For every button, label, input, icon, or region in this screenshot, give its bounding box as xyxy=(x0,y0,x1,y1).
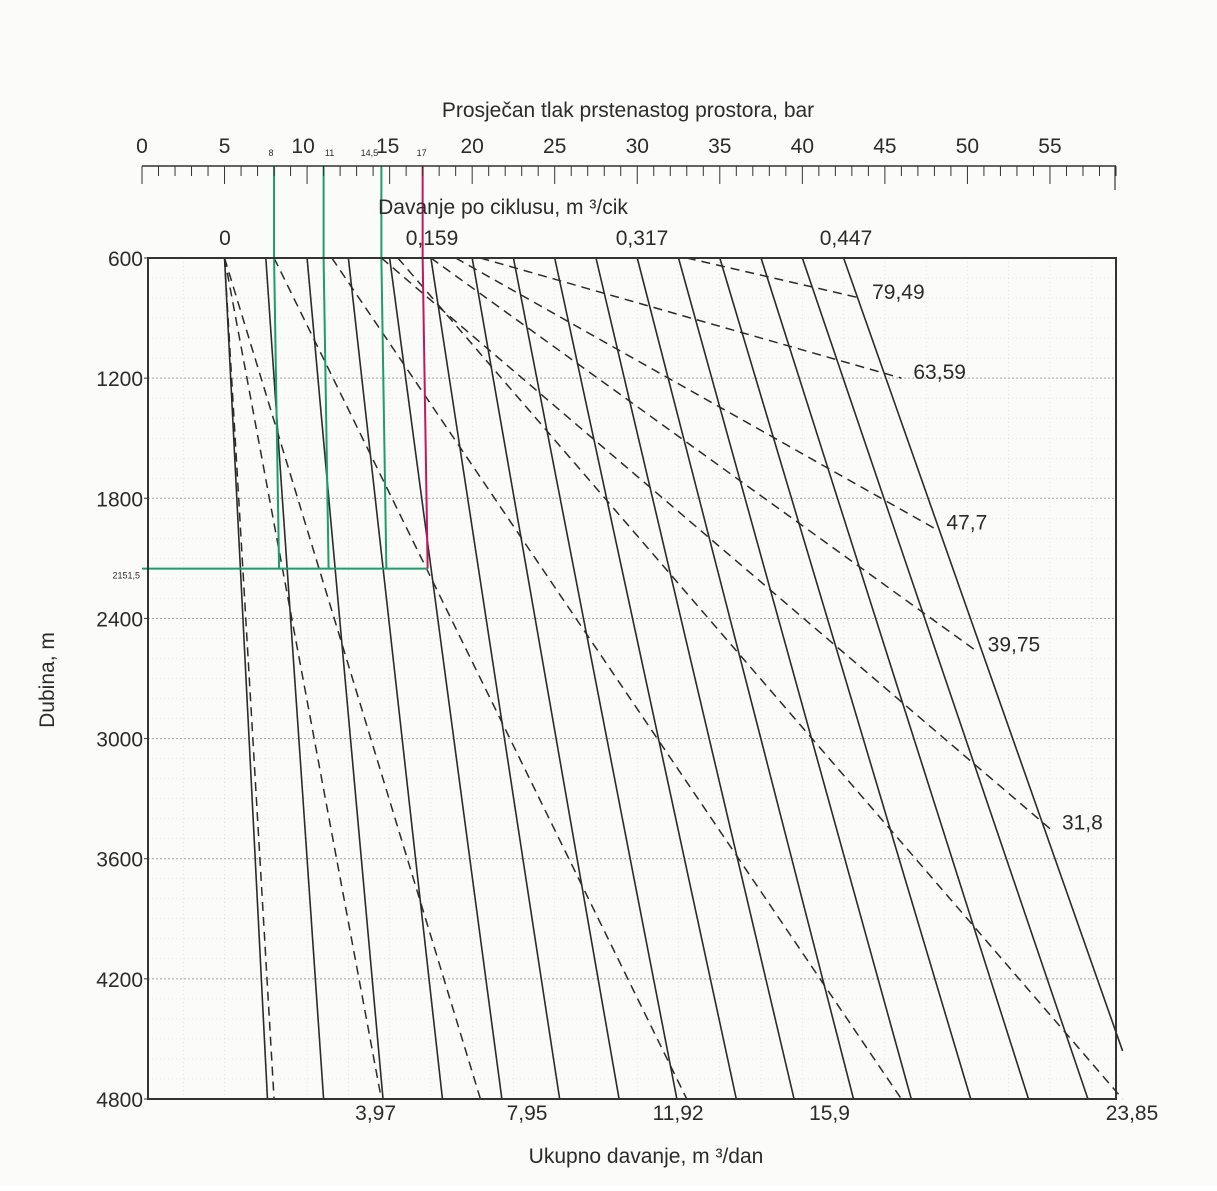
y-axis-marked-label: 2151,5 xyxy=(112,571,140,581)
dashed-curve-label: 47,7 xyxy=(946,511,987,534)
dashed-curve xyxy=(380,257,1051,830)
solid-curve xyxy=(553,257,738,1100)
solid-curve xyxy=(512,257,678,1100)
dashed-curve xyxy=(430,257,977,652)
reference-line-vertical xyxy=(380,257,388,569)
y-axis-tick-label: 2400 xyxy=(96,608,143,631)
y-axis-label: Dubina, m xyxy=(36,632,59,728)
y-axis-tick-label: 600 xyxy=(108,248,143,271)
y-axis-tick-label: 1200 xyxy=(96,368,143,391)
dashed-curve-label: 31,8 xyxy=(1062,812,1103,835)
y-axis-tick-label: 1800 xyxy=(96,488,143,511)
y-axis-tick-label: 3600 xyxy=(96,849,143,872)
top-axis-tick-label: 0 xyxy=(136,135,148,158)
solid-curve xyxy=(719,257,972,1100)
solid-curve xyxy=(430,257,561,1100)
top-axis-marked-label: 11 xyxy=(325,148,334,158)
top-axis-marked-label: 17 xyxy=(417,148,427,158)
dashed-curve xyxy=(331,257,903,1100)
bottom-axis-tick-label: 23,85 xyxy=(1106,1102,1159,1125)
top-axis-tick-label: 15 xyxy=(376,135,399,158)
top-axis-label: Prosječan tlak prstenastog prostora, bar xyxy=(442,99,814,122)
axis-layer xyxy=(141,165,1117,1100)
solid-curve xyxy=(801,257,1089,1100)
text-layer: Prosječan tlak prstenastog prostora, bar… xyxy=(36,99,1158,1168)
cycle-axis-tick-label: 0 xyxy=(219,227,231,250)
bottom-axis-tick-label: 3,97 xyxy=(355,1102,396,1125)
y-axis-tick-label: 4200 xyxy=(96,969,143,992)
top-axis-tick-label: 25 xyxy=(543,135,566,158)
solid-curve xyxy=(306,257,384,1100)
solid-curve xyxy=(677,257,913,1100)
bottom-axis-tick-label: 15,9 xyxy=(809,1102,850,1125)
solid-curve xyxy=(265,257,325,1100)
solid-curve xyxy=(595,257,795,1100)
y-axis-tick-label: 4800 xyxy=(96,1089,143,1112)
top-axis-marked-label: 8 xyxy=(269,148,274,158)
top-axis-tick-label: 55 xyxy=(1038,135,1061,158)
reference-line-vertical xyxy=(273,257,281,569)
solid-curve xyxy=(760,257,1030,1100)
cycle-axis-tick-label: 0,159 xyxy=(406,227,459,250)
bottom-axis-tick-label: 11,92 xyxy=(653,1102,704,1125)
cycle-axis-label: Davanje po ciklusu, m ³/cik xyxy=(378,196,628,219)
dashed-curve-label: 63,59 xyxy=(913,361,966,384)
dashed-curve xyxy=(480,257,902,379)
reference-line-vertical xyxy=(322,257,330,569)
cycle-axis-tick-label: 0,447 xyxy=(820,227,873,250)
dashed-curve-label: 39,75 xyxy=(988,633,1041,656)
dashed-curve xyxy=(397,257,1124,1100)
top-axis-tick-label: 40 xyxy=(791,135,814,158)
top-axis-tick-label: 20 xyxy=(460,135,483,158)
top-axis-tick-label: 5 xyxy=(219,135,231,158)
curve-layer xyxy=(223,257,1124,1100)
dashed-curve xyxy=(455,257,935,529)
reference-layer xyxy=(142,166,429,570)
cycle-axis-tick-label: 0,317 xyxy=(616,227,669,250)
solid-curve xyxy=(636,257,855,1100)
solid-curve xyxy=(842,257,1124,1052)
dashed-curve xyxy=(223,257,383,1100)
reference-line-vertical xyxy=(421,257,429,569)
dashed-curve xyxy=(223,257,275,1100)
top-axis-tick-label: 45 xyxy=(873,135,896,158)
plot-frame xyxy=(147,257,1117,1100)
solid-curve xyxy=(471,257,620,1100)
dashed-curve xyxy=(223,257,482,1100)
dashed-curve-label: 79,49 xyxy=(872,281,925,304)
top-axis-tick-label: 35 xyxy=(708,135,731,158)
y-axis-tick-label: 3000 xyxy=(96,729,143,752)
top-axis-marked-label: 14,5 xyxy=(361,148,379,158)
bottom-axis-tick-label: 7,95 xyxy=(507,1102,548,1125)
solid-curve xyxy=(347,257,444,1100)
bottom-axis-label: Ukupno davanje, m ³/dan xyxy=(529,1145,764,1168)
solid-curve xyxy=(223,257,269,1100)
dashed-curve xyxy=(273,257,688,1100)
top-axis-tick-label: 10 xyxy=(291,135,314,158)
top-axis-tick-label: 30 xyxy=(626,135,649,158)
solid-curve xyxy=(388,257,503,1100)
top-axis-tick-label: 50 xyxy=(956,135,979,158)
grid-layer xyxy=(148,257,1116,1100)
